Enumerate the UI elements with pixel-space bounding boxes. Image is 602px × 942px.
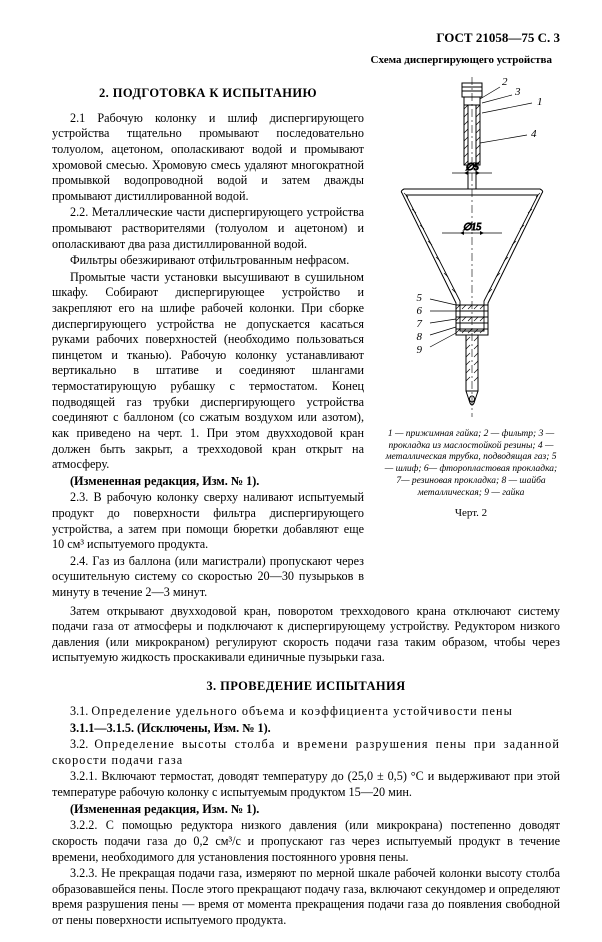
para-2-2: 2.2. Металлические части диспергирующего… (52, 205, 364, 252)
para-zatem: Затем открывают двухходовой кран, поворо… (52, 604, 560, 666)
para-filters: Фильтры обезжиривают отфильтрованным неф… (52, 253, 364, 269)
para-3-1: 3.1. Определение удельного объема и коэф… (52, 704, 560, 720)
left-column: 2. ПОДГОТОВКА К ИСПЫТАНИЮ 2.1 Рабочую ко… (52, 73, 364, 602)
section-3-title: 3. ПРОВЕДЕНИЕ ИСПЫТАНИЯ (52, 678, 560, 694)
para-2-4: 2.4. Газ из баллона (или магистрали) про… (52, 554, 364, 601)
callout-9: 9 (417, 344, 423, 356)
para-changed-1: (Измененная редакция, Изм. № 1). (52, 474, 364, 490)
callout-7: 7 (417, 318, 423, 330)
page-header: ГОСТ 21058—75 С. 3 (52, 30, 560, 47)
callout-8: 8 (417, 331, 423, 343)
figure-legend: 1 — прижимная гайка; 2 — фильтр; 3 — про… (382, 429, 560, 500)
para-3-1-1: 3.1.1—3.1.5. (Исключены, Изм. № 1). (52, 721, 560, 737)
callout-3: 3 (514, 86, 521, 98)
para-2-3: 2.3. В рабочую колонку сверху наливают и… (52, 490, 364, 552)
right-column: ∅5 (382, 73, 560, 520)
callout-2: 2 (502, 76, 508, 88)
callout-6: 6 (417, 305, 423, 317)
callout-5: 5 (417, 292, 423, 304)
callout-4: 4 (531, 128, 537, 140)
callout-1: 1 (537, 96, 543, 108)
dispersing-device-diagram: ∅5 (382, 73, 560, 425)
para-3-2-1: 3.2.1. Включают термостат, доводят темпе… (52, 769, 560, 800)
para-3-2: 3.2. Определение высоты столба и времени… (52, 737, 560, 768)
para-2-1: 2.1 Рабочую колонку и шлиф диспергирующе… (52, 111, 364, 205)
para-3-2-spaced: Определение высоты столба и времени разр… (52, 737, 560, 767)
figure-label: Черт. 2 (382, 506, 560, 520)
para-dry: Промытые части установки высушивают в су… (52, 270, 364, 473)
section-2-title: 2. ПОДГОТОВКА К ИСПЫТАНИЮ (52, 85, 364, 101)
para-changed-2: (Измененная редакция, Изм. № 1). (52, 802, 560, 818)
para-3-2-3: 3.2.3. Не прекращая подачи газа, измеряю… (52, 866, 560, 928)
para-3-2-2: 3.2.2. С помощью редуктора низкого давле… (52, 818, 560, 865)
para-3-1-spaced: Определение удельного объема и коэффицие… (91, 704, 513, 718)
figure-caption: Схема диспергирующего устройства (52, 53, 560, 67)
